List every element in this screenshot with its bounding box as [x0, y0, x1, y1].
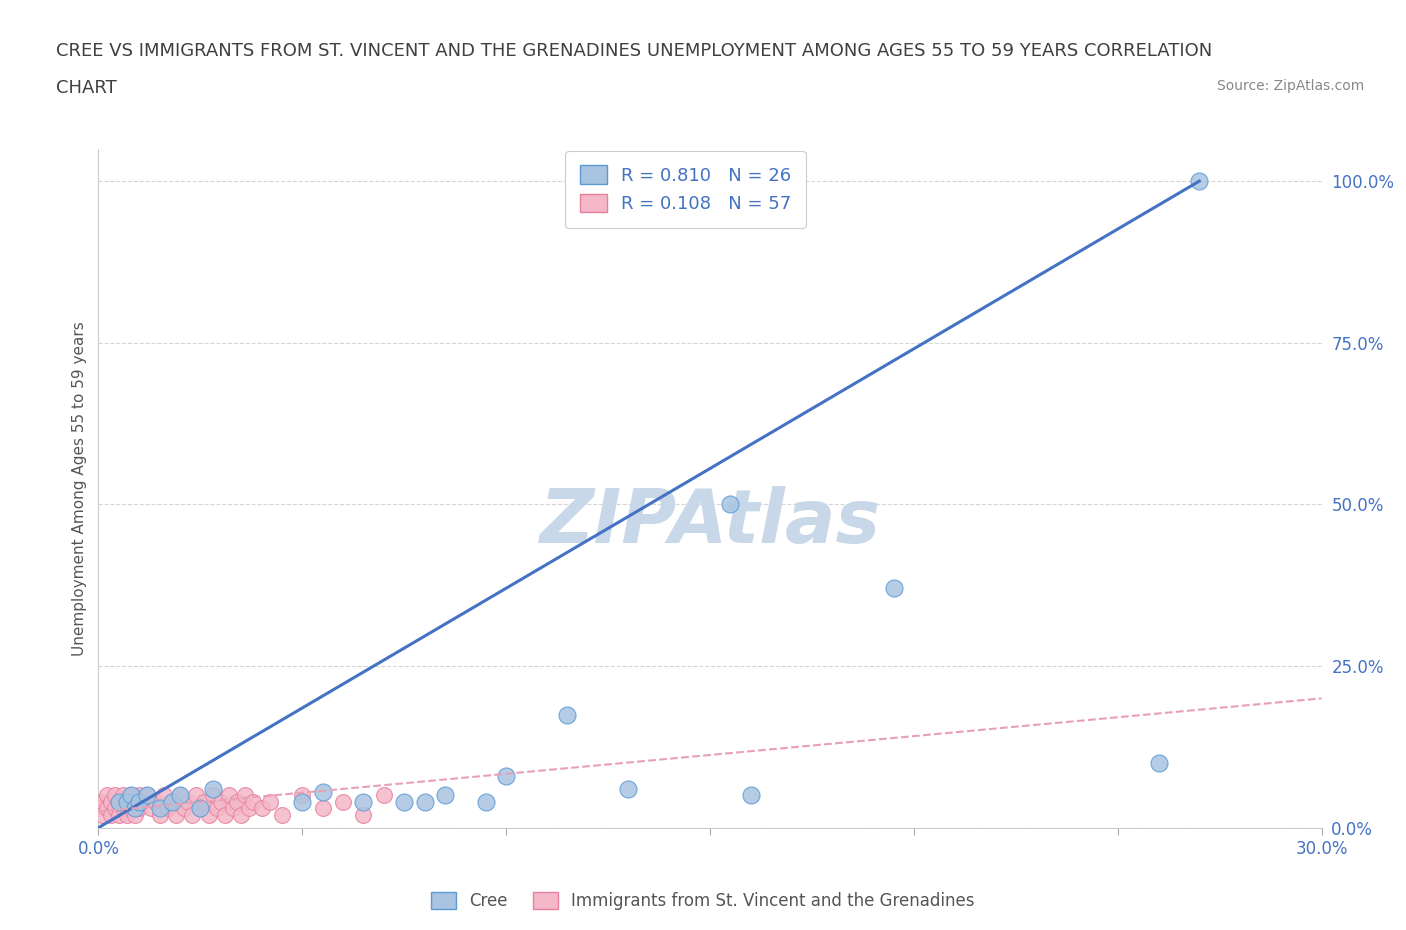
- Point: [312, 785, 335, 800]
- Point: [201, 781, 224, 796]
- Point: [136, 788, 159, 803]
- Point: [128, 788, 150, 803]
- Point: [128, 794, 150, 809]
- Point: [124, 801, 146, 816]
- Point: [108, 794, 131, 809]
- Point: [197, 807, 219, 822]
- Point: [132, 794, 155, 809]
- Point: [104, 801, 127, 816]
- Point: [120, 788, 142, 803]
- Point: [91, 794, 114, 809]
- Point: [718, 497, 742, 512]
- Point: [115, 794, 138, 809]
- Point: [169, 788, 191, 803]
- Point: [165, 807, 187, 822]
- Point: [186, 788, 208, 803]
- Point: [291, 794, 314, 809]
- Point: [250, 801, 273, 816]
- Point: [883, 581, 905, 596]
- Point: [124, 807, 146, 822]
- Legend: R = 0.810   N = 26, R = 0.108   N = 57: R = 0.810 N = 26, R = 0.108 N = 57: [565, 151, 806, 228]
- Point: [149, 801, 172, 816]
- Point: [238, 801, 260, 816]
- Point: [231, 807, 253, 822]
- Point: [108, 807, 131, 822]
- Point: [169, 788, 191, 803]
- Point: [96, 801, 118, 816]
- Point: [136, 788, 159, 803]
- Text: Source: ZipAtlas.com: Source: ZipAtlas.com: [1216, 79, 1364, 93]
- Point: [149, 807, 172, 822]
- Point: [218, 788, 240, 803]
- Point: [352, 794, 374, 809]
- Point: [413, 794, 436, 809]
- Point: [152, 788, 174, 803]
- Point: [141, 801, 163, 816]
- Point: [124, 794, 146, 809]
- Point: [115, 807, 138, 822]
- Point: [160, 794, 183, 809]
- Point: [188, 801, 212, 816]
- Point: [188, 801, 212, 816]
- Point: [214, 807, 236, 822]
- Point: [201, 788, 224, 803]
- Point: [332, 794, 354, 809]
- Point: [434, 788, 457, 803]
- Text: ZIPAtlas: ZIPAtlas: [540, 485, 880, 559]
- Point: [120, 801, 142, 816]
- Point: [205, 801, 228, 816]
- Point: [392, 794, 416, 809]
- Point: [108, 794, 131, 809]
- Point: [100, 807, 122, 822]
- Point: [373, 788, 395, 803]
- Point: [173, 801, 195, 816]
- Point: [156, 801, 179, 816]
- Text: CREE VS IMMIGRANTS FROM ST. VINCENT AND THE GRENADINES UNEMPLOYMENT AMONG AGES 5: CREE VS IMMIGRANTS FROM ST. VINCENT AND …: [56, 42, 1212, 60]
- Point: [242, 794, 264, 809]
- Point: [291, 788, 314, 803]
- Point: [91, 807, 114, 822]
- Point: [160, 794, 183, 809]
- Point: [177, 794, 200, 809]
- Point: [209, 794, 232, 809]
- Point: [555, 707, 579, 722]
- Point: [104, 788, 127, 803]
- Point: [115, 794, 138, 809]
- Legend: Cree, Immigrants from St. Vincent and the Grenadines: Cree, Immigrants from St. Vincent and th…: [425, 885, 981, 917]
- Point: [128, 801, 150, 816]
- Y-axis label: Unemployment Among Ages 55 to 59 years: Unemployment Among Ages 55 to 59 years: [72, 321, 87, 656]
- Point: [222, 801, 245, 816]
- Text: CHART: CHART: [56, 79, 117, 97]
- Point: [100, 794, 122, 809]
- Point: [96, 788, 118, 803]
- Point: [270, 807, 294, 822]
- Point: [226, 794, 249, 809]
- Point: [87, 801, 110, 816]
- Point: [1188, 174, 1211, 189]
- Point: [259, 794, 281, 809]
- Point: [474, 794, 498, 809]
- Point: [233, 788, 256, 803]
- Point: [111, 801, 134, 816]
- Point: [617, 781, 640, 796]
- Point: [312, 801, 335, 816]
- Point: [495, 768, 517, 783]
- Point: [120, 788, 142, 803]
- Point: [740, 788, 762, 803]
- Point: [193, 794, 215, 809]
- Point: [181, 807, 204, 822]
- Point: [1147, 755, 1170, 770]
- Point: [111, 788, 134, 803]
- Point: [352, 807, 374, 822]
- Point: [145, 794, 167, 809]
